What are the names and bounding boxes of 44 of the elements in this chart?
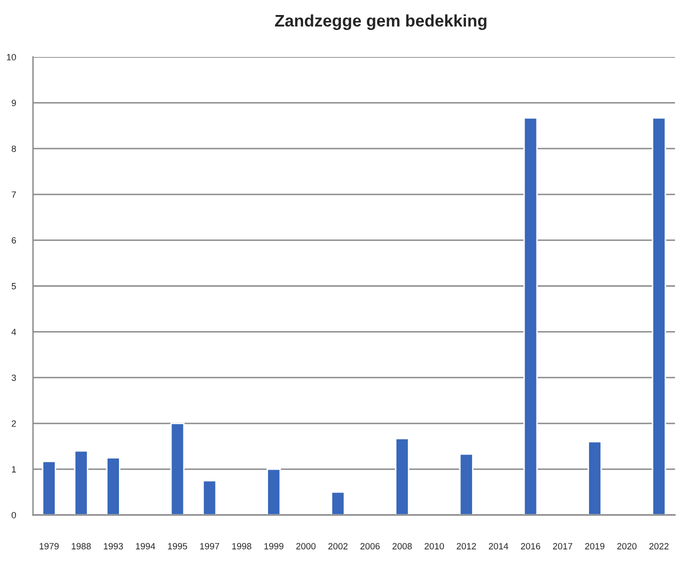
bar [330, 491, 346, 515]
x-tick-label: 1997 [200, 543, 220, 550]
x-tick-label: 2010 [424, 543, 444, 550]
bar [170, 422, 185, 515]
x-tick-label: 1993 [104, 543, 123, 550]
x-tick-label: 1979 [40, 543, 59, 550]
x-tick-label: 2022 [649, 543, 669, 550]
x-tick-label: 1998 [232, 543, 252, 550]
bar [459, 453, 474, 515]
bar [42, 460, 56, 515]
x-tick-label: 2000 [296, 543, 316, 550]
y-tick-label: 5 [12, 283, 16, 290]
chart-title: Zandzegge gem bedekking [275, 14, 486, 30]
x-tick-label: 2017 [553, 543, 572, 550]
x-tick-label: 2016 [520, 543, 540, 550]
bar [395, 438, 410, 515]
bar [588, 441, 602, 515]
x-tick-label: 1995 [168, 543, 188, 550]
y-tick-label: 6 [12, 237, 16, 244]
x-tick-label: 2019 [585, 543, 604, 550]
x-tick-label: 2006 [360, 543, 380, 550]
x-tick-label: 2002 [328, 543, 348, 550]
x-tick-label: 1999 [264, 543, 284, 550]
x-tick-label: 2014 [488, 543, 508, 550]
x-tick-label: 1994 [136, 543, 156, 550]
y-tick-label: 9 [12, 100, 16, 106]
x-tick-label: 1988 [72, 543, 91, 550]
bar [266, 468, 281, 515]
y-tick-label: 4 [12, 328, 16, 336]
y-tick-label: 8 [12, 146, 16, 152]
x-tick-label: 2008 [392, 543, 412, 550]
x-tick-label: 2012 [456, 543, 476, 550]
y-tick-label: 7 [12, 191, 16, 198]
bar [202, 480, 217, 515]
bar [106, 457, 120, 515]
bar [523, 117, 538, 515]
y-tick-label: 3 [12, 374, 16, 381]
y-tick-label: 0 [12, 512, 16, 518]
y-tick-label: 2 [12, 420, 16, 427]
y-tick-label: 10 [6, 54, 16, 60]
bar [74, 450, 88, 515]
y-tick-label: 1 [12, 466, 16, 472]
x-tick-label: 2020 [617, 543, 637, 550]
bar [652, 117, 666, 515]
